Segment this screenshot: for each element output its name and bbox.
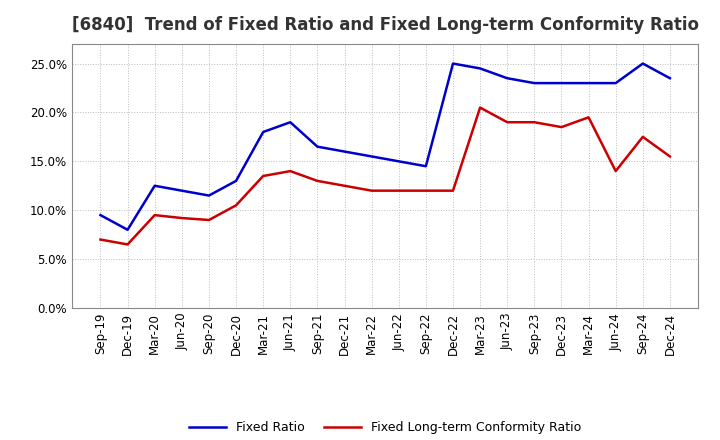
Fixed Ratio — [584, 81, 593, 86]
Fixed Ratio — [259, 129, 268, 135]
Fixed Long-term Conformity Ratio — [96, 237, 105, 242]
Fixed Long-term Conformity Ratio — [367, 188, 376, 193]
Fixed Long-term Conformity Ratio — [665, 154, 674, 159]
Fixed Ratio — [204, 193, 213, 198]
Fixed Ratio — [395, 159, 403, 164]
Fixed Ratio — [665, 76, 674, 81]
Fixed Long-term Conformity Ratio — [150, 213, 159, 218]
Fixed Long-term Conformity Ratio — [341, 183, 349, 188]
Fixed Long-term Conformity Ratio — [286, 169, 294, 174]
Fixed Long-term Conformity Ratio — [313, 178, 322, 183]
Fixed Long-term Conformity Ratio — [530, 120, 539, 125]
Fixed Long-term Conformity Ratio — [232, 203, 240, 208]
Legend: Fixed Ratio, Fixed Long-term Conformity Ratio: Fixed Ratio, Fixed Long-term Conformity … — [184, 416, 587, 439]
Fixed Long-term Conformity Ratio — [178, 216, 186, 221]
Title: [6840]  Trend of Fixed Ratio and Fixed Long-term Conformity Ratio: [6840] Trend of Fixed Ratio and Fixed Lo… — [72, 16, 698, 34]
Fixed Ratio — [232, 178, 240, 183]
Fixed Ratio — [421, 164, 430, 169]
Line: Fixed Long-term Conformity Ratio: Fixed Long-term Conformity Ratio — [101, 107, 670, 245]
Fixed Ratio — [286, 120, 294, 125]
Fixed Long-term Conformity Ratio — [259, 173, 268, 179]
Fixed Ratio — [123, 227, 132, 232]
Fixed Long-term Conformity Ratio — [639, 134, 647, 139]
Fixed Ratio — [611, 81, 620, 86]
Fixed Ratio — [503, 76, 511, 81]
Fixed Long-term Conformity Ratio — [584, 115, 593, 120]
Fixed Ratio — [367, 154, 376, 159]
Fixed Ratio — [178, 188, 186, 193]
Fixed Ratio — [557, 81, 566, 86]
Fixed Long-term Conformity Ratio — [421, 188, 430, 193]
Fixed Long-term Conformity Ratio — [557, 125, 566, 130]
Fixed Ratio — [449, 61, 457, 66]
Fixed Ratio — [530, 81, 539, 86]
Fixed Ratio — [476, 66, 485, 71]
Fixed Ratio — [639, 61, 647, 66]
Fixed Ratio — [96, 213, 105, 218]
Fixed Ratio — [150, 183, 159, 188]
Fixed Long-term Conformity Ratio — [611, 169, 620, 174]
Fixed Ratio — [313, 144, 322, 149]
Fixed Ratio — [341, 149, 349, 154]
Fixed Long-term Conformity Ratio — [123, 242, 132, 247]
Fixed Long-term Conformity Ratio — [503, 120, 511, 125]
Fixed Long-term Conformity Ratio — [476, 105, 485, 110]
Line: Fixed Ratio: Fixed Ratio — [101, 63, 670, 230]
Fixed Long-term Conformity Ratio — [449, 188, 457, 193]
Fixed Long-term Conformity Ratio — [395, 188, 403, 193]
Fixed Long-term Conformity Ratio — [204, 217, 213, 223]
